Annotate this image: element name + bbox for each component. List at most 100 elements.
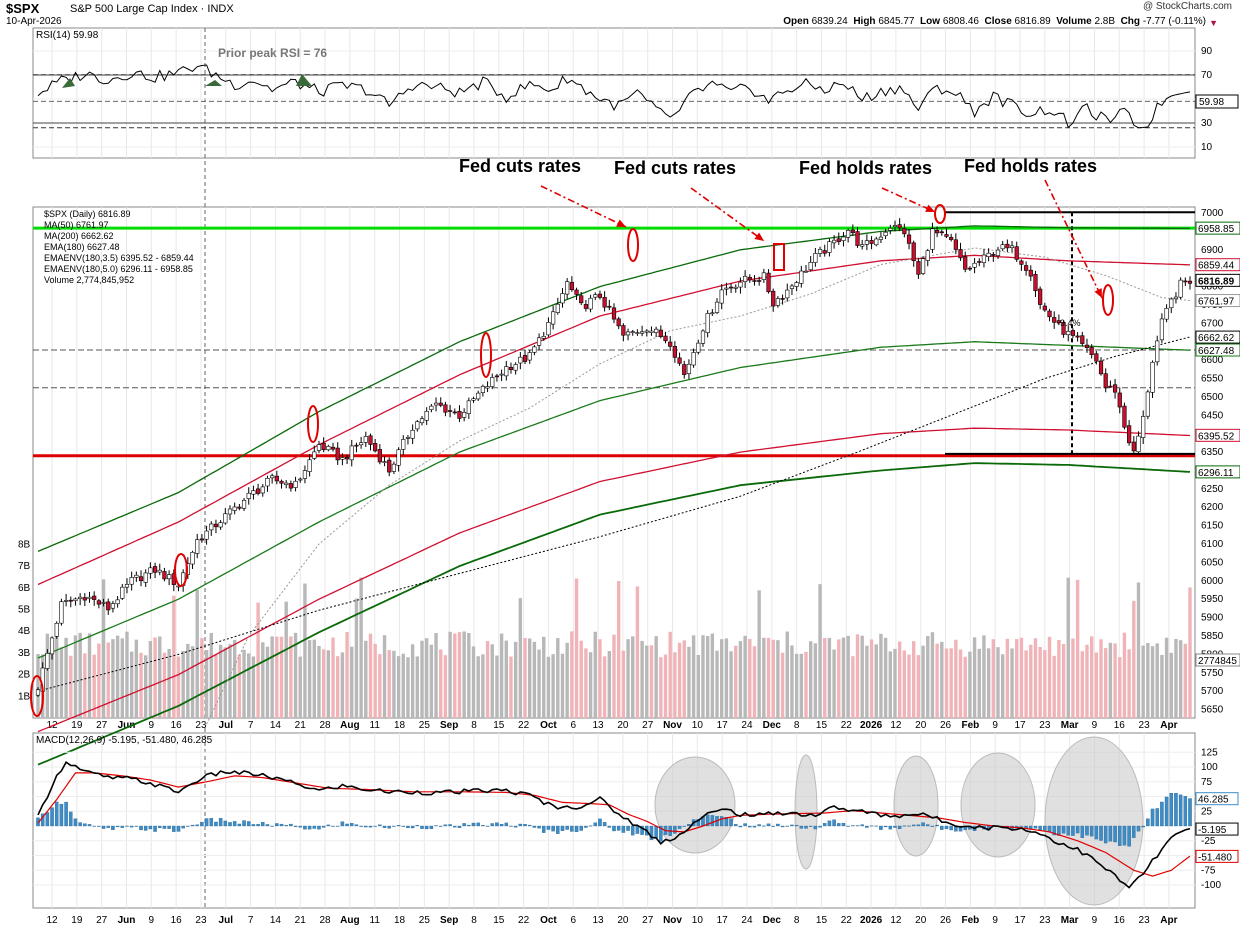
volume-bar xyxy=(954,639,958,718)
volume-bar xyxy=(556,638,560,718)
rsi-title: RSI(14) 59.98 xyxy=(36,30,99,41)
candle-body xyxy=(986,252,991,257)
volume-bar xyxy=(1104,648,1108,718)
macd-histogram-bar xyxy=(921,822,925,827)
candle-body xyxy=(728,286,734,289)
macd-histogram-bar xyxy=(1188,798,1192,827)
volume-bar xyxy=(350,646,354,718)
date-label-mid-23: 20 xyxy=(617,720,629,731)
volume-bar xyxy=(631,636,635,718)
volume-bar xyxy=(780,652,785,718)
volume-bar xyxy=(373,643,377,718)
volume-bar xyxy=(1155,643,1159,718)
candle-body xyxy=(1127,425,1132,444)
date-label-bottom-33: 2026 xyxy=(860,915,883,926)
macd-histogram-bar xyxy=(1052,825,1056,836)
date-label-mid-2: 27 xyxy=(96,720,108,731)
macd-histogram-bar xyxy=(588,825,593,827)
candle-body xyxy=(583,304,589,309)
candle-body xyxy=(579,295,584,304)
macd-histogram-bar xyxy=(837,823,841,827)
macd-highlight-ellipse-0 xyxy=(654,756,736,854)
macd-histogram-bar xyxy=(129,825,134,828)
volume-value: 2.8B xyxy=(1094,16,1116,27)
macd-histogram-bar xyxy=(246,821,251,827)
chg-down-icon: ▼ xyxy=(1209,18,1218,28)
macd-title: MACD(12,26,9) -5.195, -51.480, 46.285 xyxy=(36,735,213,746)
candle-body xyxy=(864,240,869,245)
candle-body xyxy=(429,405,434,410)
macd-histogram-bar xyxy=(804,825,808,829)
volume-bar xyxy=(434,633,438,718)
macd-histogram-bar xyxy=(593,822,598,827)
date-label-bottom-32: 22 xyxy=(841,915,853,926)
panel-frame-0 xyxy=(32,27,1196,159)
macd-histogram-bar xyxy=(481,825,485,827)
date-label-bottom-3: Jun xyxy=(118,915,136,926)
candle-body xyxy=(251,490,256,495)
volume-bar xyxy=(298,656,302,718)
date-label-bottom-38: 9 xyxy=(992,915,998,926)
candle-body xyxy=(1023,265,1029,271)
candle-body xyxy=(424,411,429,421)
macd-histogram-bar xyxy=(874,825,878,827)
volume-bar xyxy=(827,637,832,718)
macd-histogram-bar xyxy=(429,825,434,829)
price-tick-14: 6250 xyxy=(1201,484,1224,495)
volume-bar xyxy=(1188,587,1192,718)
volume-bar xyxy=(1099,639,1103,718)
volume-bar xyxy=(921,645,925,718)
date-label-mid-25: Nov xyxy=(663,720,682,731)
candle-body xyxy=(110,603,116,609)
volume-tick-1: 7B xyxy=(18,561,31,572)
macd-histogram-bar xyxy=(228,822,232,827)
candle-body xyxy=(719,289,724,304)
price-tick-12: 6350 xyxy=(1201,447,1224,458)
macd-histogram-bar xyxy=(649,825,654,840)
macd-value-tag-1 xyxy=(1195,822,1239,836)
date-label-bottom-8: 7 xyxy=(248,915,254,926)
volume-bar xyxy=(181,651,185,718)
volume-bar xyxy=(1108,642,1113,718)
macd-histogram-bar xyxy=(570,825,574,832)
exchange-text: INDX xyxy=(207,3,234,15)
legend-ma200: MA(200) 6662.62 xyxy=(44,231,114,241)
candle-body xyxy=(157,569,162,573)
volume-bar xyxy=(36,654,40,718)
candle-body xyxy=(682,364,687,375)
red-marker-ellipse-6 xyxy=(1102,284,1114,316)
candle-body xyxy=(312,451,317,459)
candle-body xyxy=(607,305,612,308)
candle-body xyxy=(284,482,289,485)
macd-histogram-bar xyxy=(635,825,640,834)
date-label-mid-39: 17 xyxy=(1014,720,1026,731)
volume-bar xyxy=(649,645,654,718)
candle-body xyxy=(1094,353,1099,362)
high-value: 6845.77 xyxy=(878,16,915,27)
candle-body xyxy=(354,444,359,447)
date-label-mid-9: 14 xyxy=(270,720,282,731)
macd-histogram-bar xyxy=(158,825,162,829)
open-value: 6839.24 xyxy=(811,16,848,27)
date-label-bottom-21: 6 xyxy=(570,915,576,926)
date-label-mid-45: Apr xyxy=(1160,720,1177,731)
macd-histogram-bar xyxy=(1094,825,1099,840)
date-label-mid-33: 2026 xyxy=(860,720,883,731)
volume-bar xyxy=(645,645,649,718)
price-tick-26: 5650 xyxy=(1201,705,1224,716)
volume-bar xyxy=(78,632,82,718)
macd-histogram-bar xyxy=(59,803,64,827)
candle-body xyxy=(925,250,930,261)
candle-body xyxy=(541,336,546,339)
macd-histogram-bar xyxy=(574,825,579,833)
date-label-mid-12: Aug xyxy=(340,720,359,731)
volume-bar xyxy=(963,656,967,718)
date-label-bottom-36: 26 xyxy=(940,915,952,926)
volume-bar xyxy=(616,581,621,718)
panel-frame-2 xyxy=(32,732,1196,909)
macd-histogram-bar xyxy=(1080,825,1085,838)
candle-body xyxy=(527,352,532,361)
price-value-tag-text-7: 6296.11 xyxy=(1198,468,1234,479)
macd-histogram-bar xyxy=(1099,825,1103,841)
candle-body xyxy=(1103,373,1108,389)
